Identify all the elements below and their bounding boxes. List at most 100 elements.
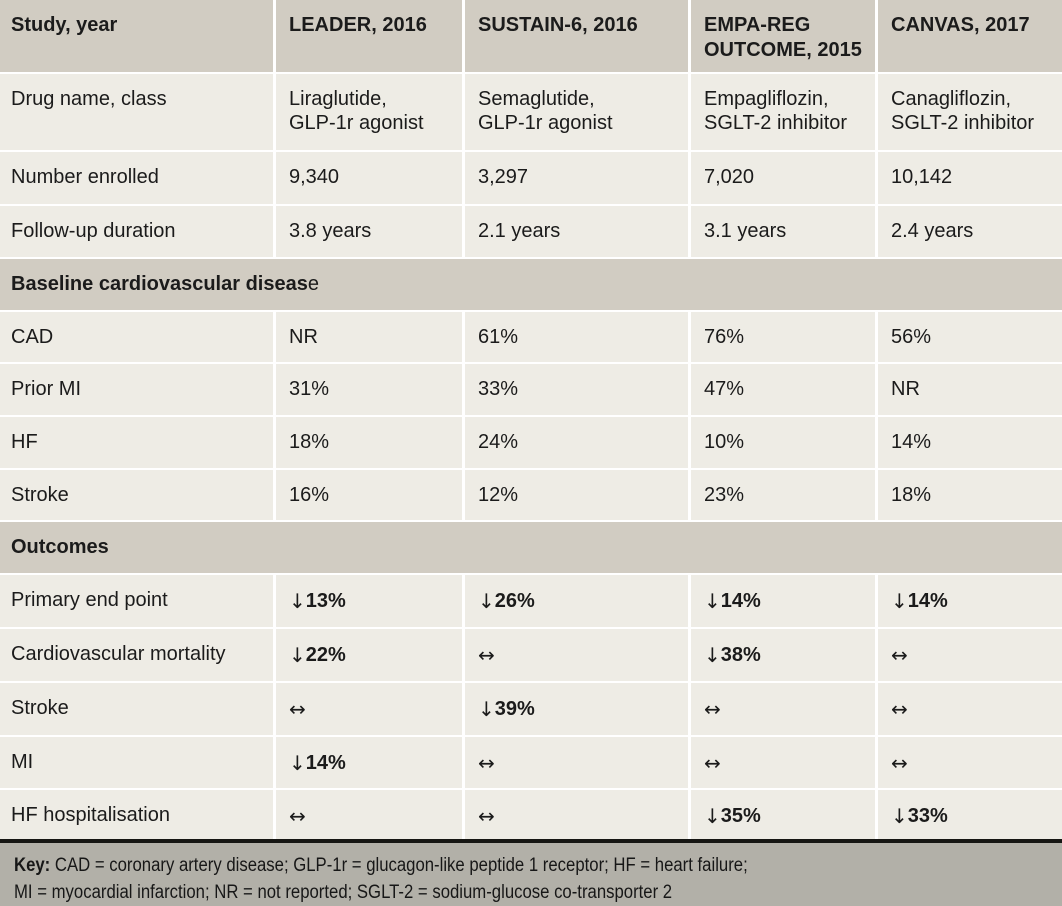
divider-rule <box>0 839 1062 843</box>
down-arrow-icon: ↓ <box>704 643 721 667</box>
down-arrow-icon: ↓ <box>478 589 495 613</box>
drug-name: Empagliflozin, <box>704 88 829 110</box>
key-line-1: Key: CAD = coronary artery disease; GLP-… <box>14 855 748 876</box>
column-header-sustain6: SUSTAIN-6, 2016 <box>465 0 688 72</box>
column-header-study-year: Study, year <box>0 0 273 72</box>
table-grid: Study, year LEADER, 2016 SUSTAIN-6, 2016… <box>0 0 1062 839</box>
outcome-value: 33% <box>907 805 948 827</box>
row-label-hf: HF <box>0 417 273 468</box>
cell-enrolled-empareg: 7,020 <box>691 152 875 204</box>
cell-primary-sustain6: ↓26% <box>465 575 688 627</box>
cell-drug-sustain6: Semaglutide, GLP-1r agonist <box>465 74 688 150</box>
cell-strokebl-leader: 16% <box>276 470 462 520</box>
cell-strokebl-empareg: 23% <box>691 470 875 520</box>
cell-stroke-canvas: ↔ <box>878 683 1062 735</box>
row-label-drug: Drug name, class <box>0 74 273 150</box>
cell-primary-canvas: ↓14% <box>878 575 1062 627</box>
row-label-mi: MI <box>0 737 273 788</box>
cell-followup-sustain6: 2.1 years <box>465 206 688 257</box>
row-label-followup: Follow-up duration <box>0 206 273 257</box>
cell-strokebl-sustain6: 12% <box>465 470 688 520</box>
no-change-arrow-icon: ↔ <box>478 804 495 828</box>
row-label-stroke-baseline: Stroke <box>0 470 273 520</box>
row-label-stroke-outcome: Stroke <box>0 683 273 735</box>
cell-priormi-canvas: NR <box>878 364 1062 415</box>
section-header-outcomes: Outcomes <box>0 522 1062 573</box>
column-header-empareg: EMPA-REG OUTCOME, 2015 <box>691 0 875 72</box>
outcome-value: 26% <box>494 590 535 612</box>
cell-drug-leader: Liraglutide, GLP-1r agonist <box>276 74 462 150</box>
cell-cvmort-leader: ↓22% <box>276 629 462 681</box>
row-label-enrolled: Number enrolled <box>0 152 273 204</box>
outcome-value: 38% <box>720 644 761 666</box>
no-change-arrow-icon: ↔ <box>891 697 908 721</box>
outcome-value: 35% <box>720 805 761 827</box>
cell-mi-leader: ↓14% <box>276 737 462 788</box>
cell-hf-leader: 18% <box>276 417 462 468</box>
cell-enrolled-sustain6: 3,297 <box>465 152 688 204</box>
column-header-leader: LEADER, 2016 <box>276 0 462 72</box>
no-change-arrow-icon: ↔ <box>891 751 908 775</box>
row-label-cv-mortality: Cardiovascular mortality <box>0 629 273 681</box>
outcome-value: 14% <box>907 590 948 612</box>
no-change-arrow-icon: ↔ <box>478 643 495 667</box>
cell-strokebl-canvas: 18% <box>878 470 1062 520</box>
down-arrow-icon: ↓ <box>289 751 306 775</box>
key-line-1-text: CAD = coronary artery disease; GLP-1r = … <box>50 855 748 876</box>
cell-enrolled-canvas: 10,142 <box>878 152 1062 204</box>
section-title-bold: Baseline cardiovascular diseas <box>11 273 308 295</box>
drug-name: Semaglutide, <box>478 88 595 110</box>
cell-stroke-leader: ↔ <box>276 683 462 735</box>
outcome-value: 13% <box>305 590 346 612</box>
outcome-value: 14% <box>720 590 761 612</box>
cell-followup-leader: 3.8 years <box>276 206 462 257</box>
cell-followup-empareg: 3.1 years <box>691 206 875 257</box>
down-arrow-icon: ↓ <box>478 697 495 721</box>
outcome-value: 39% <box>494 698 535 720</box>
no-change-arrow-icon: ↔ <box>704 751 721 775</box>
section-title-tail: e <box>307 273 319 295</box>
cell-cvmort-canvas: ↔ <box>878 629 1062 681</box>
cell-primary-empareg: ↓14% <box>691 575 875 627</box>
cell-mi-empareg: ↔ <box>691 737 875 788</box>
row-label-primary-endpoint: Primary end point <box>0 575 273 627</box>
cell-cvmort-empareg: ↓38% <box>691 629 875 681</box>
column-header-canvas: CANVAS, 2017 <box>878 0 1062 72</box>
cell-hf-empareg: 10% <box>691 417 875 468</box>
cell-hfhosp-sustain6: ↔ <box>465 790 688 839</box>
row-label-cad: CAD <box>0 312 273 362</box>
no-change-arrow-icon: ↔ <box>891 643 908 667</box>
key-label: Key: <box>14 855 51 876</box>
cell-hfhosp-empareg: ↓35% <box>691 790 875 839</box>
cell-mi-sustain6: ↔ <box>465 737 688 788</box>
cell-priormi-empareg: 47% <box>691 364 875 415</box>
cell-followup-canvas: 2.4 years <box>878 206 1062 257</box>
drug-class: GLP-1r agonist <box>289 112 424 134</box>
cell-cad-sustain6: 61% <box>465 312 688 362</box>
row-label-hf-hospitalisation: HF hospitalisation <box>0 790 273 839</box>
cell-hfhosp-leader: ↔ <box>276 790 462 839</box>
drug-class: GLP-1r agonist <box>478 112 613 134</box>
section-header-baseline: Baseline cardiovascular disease <box>0 259 1062 310</box>
outcome-value: 22% <box>305 644 346 666</box>
drug-name: Canagliflozin, <box>891 88 1012 110</box>
cell-cad-empareg: 76% <box>691 312 875 362</box>
down-arrow-icon: ↓ <box>289 589 306 613</box>
cell-drug-empareg: Empagliflozin, SGLT-2 inhibitor <box>691 74 875 150</box>
down-arrow-icon: ↓ <box>891 804 908 828</box>
cell-cad-canvas: 56% <box>878 312 1062 362</box>
cell-drug-canvas: Canagliflozin, SGLT-2 inhibitor <box>878 74 1062 150</box>
no-change-arrow-icon: ↔ <box>478 751 495 775</box>
no-change-arrow-icon: ↔ <box>704 697 721 721</box>
cell-enrolled-leader: 9,340 <box>276 152 462 204</box>
down-arrow-icon: ↓ <box>289 643 306 667</box>
down-arrow-icon: ↓ <box>891 589 908 613</box>
down-arrow-icon: ↓ <box>704 804 721 828</box>
cell-priormi-sustain6: 33% <box>465 364 688 415</box>
no-change-arrow-icon: ↔ <box>289 804 306 828</box>
cell-primary-leader: ↓13% <box>276 575 462 627</box>
cell-hfhosp-canvas: ↓33% <box>878 790 1062 839</box>
drug-class: SGLT-2 inhibitor <box>891 112 1035 134</box>
cell-stroke-empareg: ↔ <box>691 683 875 735</box>
